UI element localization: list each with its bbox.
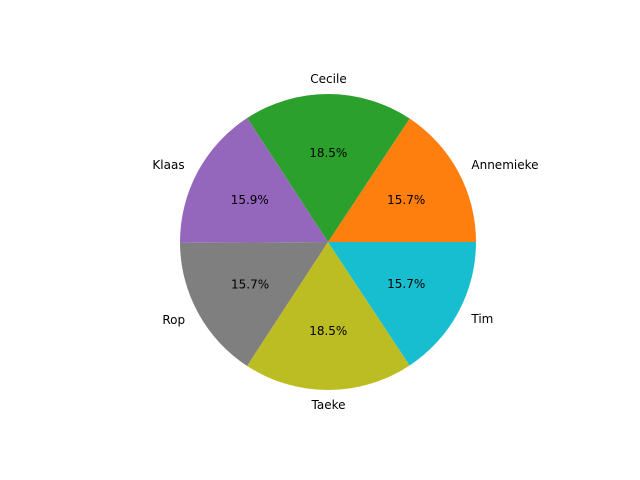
- pie-slice-cecile: [247, 94, 410, 242]
- pie-pct-label-cecile: 18.5%: [309, 146, 347, 160]
- pie-slice-klaas: [179, 118, 328, 243]
- pie-pct-label-annemieke: 15.7%: [387, 193, 425, 207]
- pie-slice-tim: [328, 242, 476, 366]
- pie-slices: [179, 94, 476, 390]
- pie-labels: 15.7% Annemieke 18.5% Cecile 15.9% Klaas 15.7%…: [152, 72, 538, 412]
- pie-category-label-tim: Tim: [470, 312, 493, 326]
- pie-category-label-taeke: Taeke: [311, 398, 346, 412]
- pie-pct-label-taeke: 18.5%: [309, 324, 347, 338]
- pie-slice-rop: [180, 242, 328, 366]
- pie-slice-annemieke: [328, 118, 476, 242]
- pie-pct-label-klaas: 15.9%: [231, 193, 269, 207]
- pie-category-label-cecile: Cecile: [310, 72, 346, 86]
- pie-slice-taeke: [247, 242, 410, 390]
- pie-category-label-rop: Rop: [162, 313, 185, 327]
- pie-pct-label-tim: 15.7%: [387, 277, 425, 291]
- pie-category-label-annemieke: Annemieke: [471, 158, 538, 172]
- pie-category-label-klaas: Klaas: [152, 158, 184, 172]
- pie-pct-label-rop: 15.7%: [231, 278, 269, 292]
